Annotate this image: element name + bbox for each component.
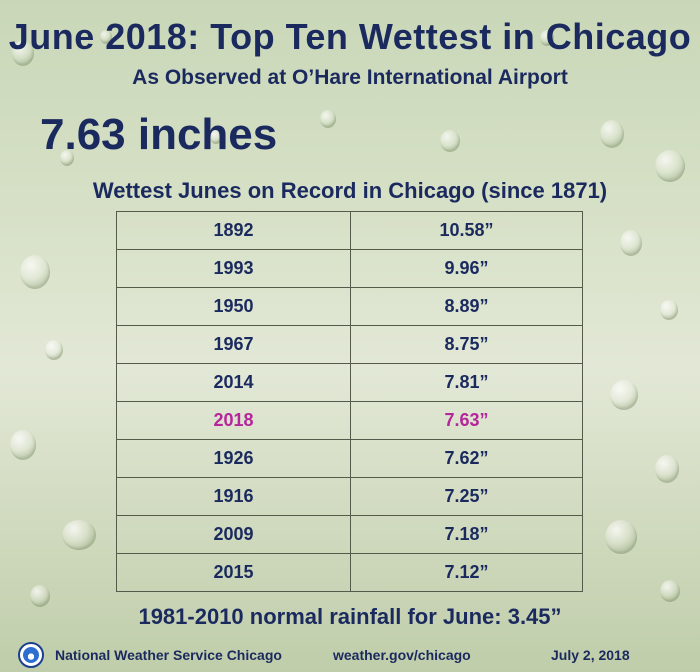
amount-cell: 7.63” <box>350 401 583 440</box>
table-row-highlight-2018: 2018 7.63” <box>116 401 583 440</box>
footer-website-link[interactable]: weather.gov/chicago <box>333 647 471 663</box>
june-total-rainfall: 7.63 inches <box>40 110 278 159</box>
year-cell: 2015 <box>116 553 351 592</box>
year-cell: 1950 <box>116 287 351 326</box>
normal-rainfall-note: 1981-2010 normal rainfall for June: 3.45… <box>138 604 562 629</box>
amount-cell: 7.81” <box>350 363 583 402</box>
amount-cell: 7.18” <box>350 515 583 554</box>
table-title: Wettest Junes on Record in Chicago (sinc… <box>92 178 608 203</box>
amount-cell: 10.58” <box>350 211 583 250</box>
amount-cell: 8.89” <box>350 287 583 326</box>
year-cell: 1892 <box>116 211 351 250</box>
year-cell: 2018 <box>116 401 351 440</box>
year-cell: 1967 <box>116 325 351 364</box>
footer: National Weather Service Chicago weather… <box>0 640 700 672</box>
footer-date: July 2, 2018 <box>551 647 630 663</box>
amount-cell: 7.12” <box>350 553 583 592</box>
year-cell: 1916 <box>116 477 351 516</box>
amount-cell: 7.62” <box>350 439 583 478</box>
year-cell: 1993 <box>116 249 351 288</box>
nws-logo-icon <box>18 642 44 668</box>
table-row: 1950 8.89” <box>116 287 583 326</box>
table-row: 2015 7.12” <box>116 553 583 592</box>
wettest-junes-table: 1892 10.58” 1993 9.96” 1950 8.89” 1967 8… <box>116 211 583 592</box>
amount-cell: 7.25” <box>350 477 583 516</box>
table-row: 1926 7.62” <box>116 439 583 478</box>
table-row: 1993 9.96” <box>116 249 583 288</box>
footer-organization: National Weather Service Chicago <box>55 647 282 663</box>
page-subtitle: As Observed at O’Hare International Airp… <box>132 66 568 89</box>
year-cell: 2014 <box>116 363 351 402</box>
amount-cell: 8.75” <box>350 325 583 364</box>
page-title: June 2018: Top Ten Wettest in Chicago <box>8 16 692 57</box>
table-row: 2014 7.81” <box>116 363 583 402</box>
amount-cell: 9.96” <box>350 249 583 288</box>
table-row: 1892 10.58” <box>116 211 583 250</box>
table-row: 1967 8.75” <box>116 325 583 364</box>
year-cell: 2009 <box>116 515 351 554</box>
year-cell: 1926 <box>116 439 351 478</box>
table-row: 2009 7.18” <box>116 515 583 554</box>
table-row: 1916 7.25” <box>116 477 583 516</box>
